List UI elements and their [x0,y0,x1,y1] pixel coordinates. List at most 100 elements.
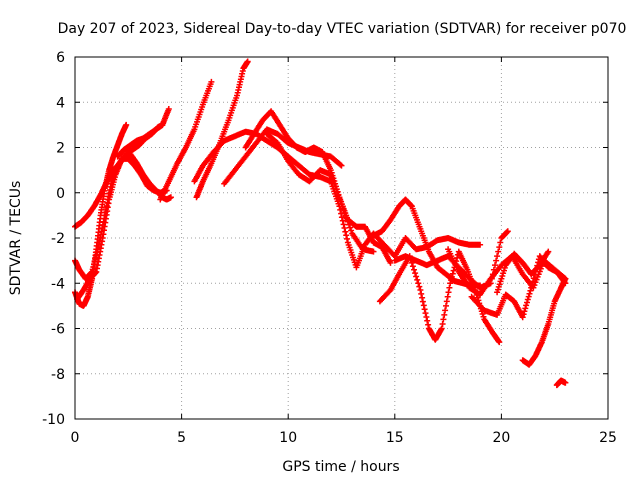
x-tick-label: 0 [71,430,80,446]
data-point [495,248,502,255]
x-axis-label: GPS time / hours [282,459,399,475]
data-point [529,281,536,288]
data-point [165,106,172,112]
data-point [423,314,430,320]
data-point [530,275,537,282]
data-point [441,311,448,318]
data-point [424,317,431,324]
data-point [370,248,377,255]
data-point [525,293,532,300]
data-point [521,308,528,315]
y-tick-label: -10 [42,412,65,428]
data-point [344,235,350,242]
data-point [338,214,345,221]
data-point [528,284,535,291]
x-tick-label: 5 [177,430,186,446]
data-point [440,316,447,323]
y-tick-label: -2 [51,231,65,247]
x-tick-label: 10 [279,430,297,446]
data-point [447,280,454,287]
data-point [446,284,453,291]
data-point [417,287,424,293]
data-point [336,203,343,210]
data-point [344,218,351,225]
data-point [496,281,503,288]
y-tick-label: -8 [51,367,65,383]
data-point [448,277,455,284]
data-point [496,339,503,346]
y-tick-label: 6 [56,50,65,66]
data-point [337,206,344,213]
data-point [328,174,335,181]
data-point [449,270,456,277]
data-point [419,298,426,305]
data-point [524,296,531,303]
x-tick-label: 20 [492,430,510,446]
data-point [412,270,419,277]
data-point [415,280,422,287]
data-point [562,275,569,282]
data-point [327,171,334,178]
y-tick-label: 2 [56,141,65,157]
data-point [348,227,355,234]
data-point [450,267,457,274]
data-point [421,306,428,313]
data-point [497,239,504,246]
data-point [504,228,511,235]
y-tick-label: -4 [51,276,65,292]
x-tick-label: 15 [386,430,404,446]
data-point [445,289,452,296]
data-point [244,58,251,65]
data-point [409,263,416,270]
data-point [387,259,394,266]
data-point [413,273,420,280]
data-point [342,212,349,219]
data-point [530,278,536,285]
y-tick-label: 0 [56,186,65,202]
data-point [524,299,530,306]
data-point [493,257,500,264]
data-point [442,307,449,314]
data-point [520,311,527,318]
data-point [346,221,352,228]
data-point [448,273,455,280]
data-point [545,248,552,255]
data-point [443,298,450,305]
data-point [340,221,347,228]
y-axis-label: SDTVAR / TECUs [8,181,24,296]
axis-ticks: 0 5 10 15 20 25 -10 -8 -6 -4 -2 0 2 4 6 [42,50,617,446]
data-point [167,194,174,201]
data-point [422,310,429,317]
data-point [492,262,498,269]
data-point [419,294,426,301]
data-point [439,321,446,327]
data-point [414,276,421,283]
data-point [347,224,353,231]
data-point [523,302,530,309]
data-point [337,161,344,168]
data-point [527,287,534,294]
data-point [342,228,349,235]
data-point [425,321,432,328]
data-point [519,314,526,321]
data-point [341,225,348,231]
data-point [418,290,425,297]
data-point [343,232,350,239]
y-tick-label: 4 [56,95,65,111]
data-point [338,162,345,169]
data-point [339,217,346,224]
data-point [477,241,484,248]
data-point [343,215,350,222]
data-point [501,264,508,271]
data-point [526,290,533,297]
data-point [420,302,427,309]
data-point [411,266,417,273]
data-point [522,305,529,312]
data-point [416,283,423,290]
data-point [123,121,130,128]
data-point [438,325,445,332]
data-points [72,58,569,389]
data-point [494,253,501,260]
x-tick-label: 25 [599,430,617,446]
